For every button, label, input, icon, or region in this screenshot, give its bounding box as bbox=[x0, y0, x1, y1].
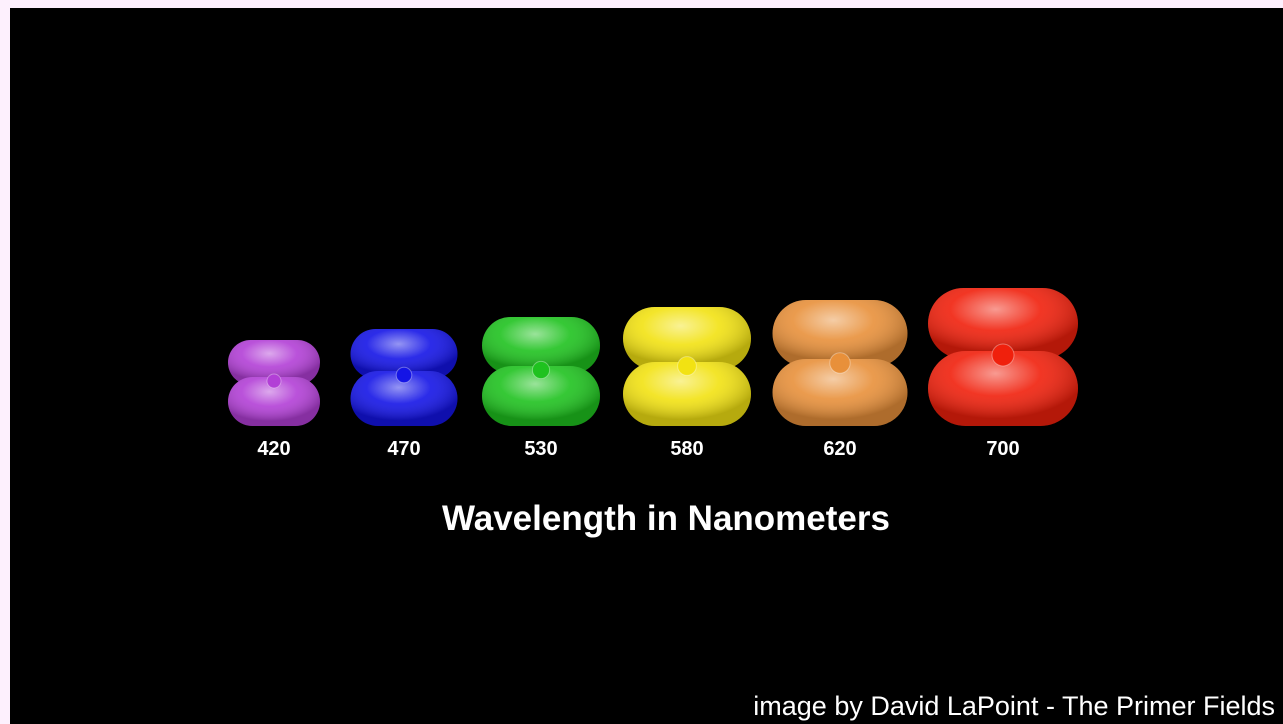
lobe-shine bbox=[928, 288, 1078, 359]
lobe-shine bbox=[623, 307, 751, 370]
lobe-shine bbox=[228, 340, 320, 385]
title: Wavelength in Nanometers bbox=[442, 499, 890, 538]
wavelength-label: 700 bbox=[986, 438, 1019, 460]
center-dot bbox=[531, 360, 551, 380]
wavelength-label: 420 bbox=[257, 438, 290, 460]
center-dot bbox=[395, 366, 413, 384]
wavelength-shapes: 420 470 530 580 620 700 bbox=[228, 288, 1078, 460]
wavelength-label: 470 bbox=[387, 438, 420, 460]
lobe-shine bbox=[772, 300, 908, 367]
wavelength-label: 620 bbox=[823, 438, 856, 460]
lobe-shine bbox=[928, 351, 1078, 426]
lobe-shine bbox=[482, 317, 600, 374]
lobe-shine bbox=[772, 359, 908, 426]
lobe-shine bbox=[228, 377, 320, 426]
wavelength-label: 580 bbox=[670, 438, 703, 460]
lobe-shine bbox=[350, 371, 458, 426]
center-dot bbox=[266, 373, 282, 389]
center-dot bbox=[991, 343, 1015, 367]
lobe-shine bbox=[623, 362, 751, 426]
center-dot bbox=[829, 352, 851, 374]
lobe-shine bbox=[350, 329, 458, 379]
credit: image by David LaPoint - The Primer Fiel… bbox=[753, 691, 1275, 721]
lobe-shine bbox=[482, 366, 600, 426]
center-dot bbox=[677, 356, 697, 376]
wavelength-label: 530 bbox=[524, 438, 557, 460]
